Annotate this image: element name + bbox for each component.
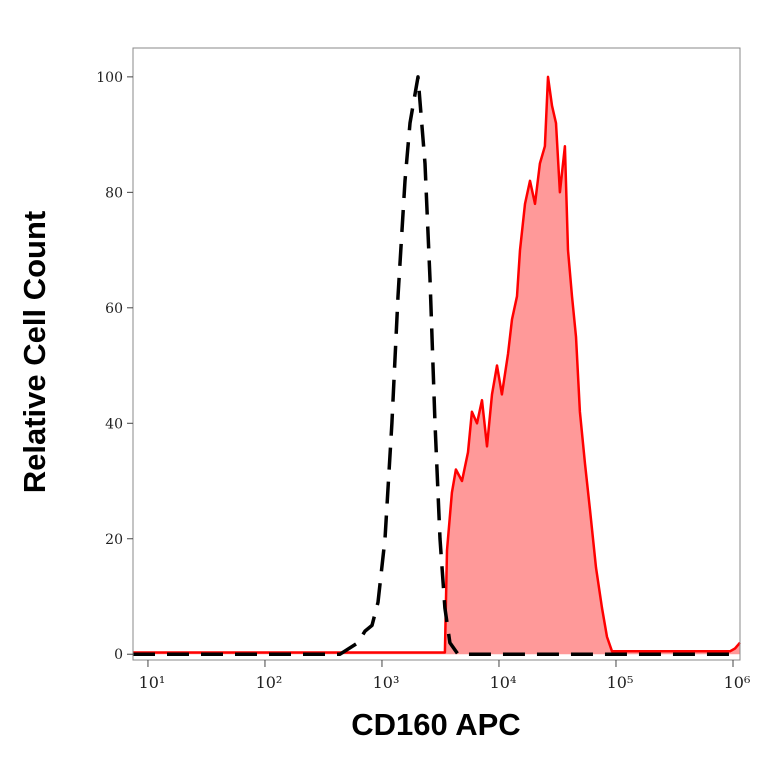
x-tick-label: 10³ xyxy=(373,673,400,692)
y-tick-label: 40 xyxy=(105,416,123,432)
x-tick-label: 10⁶ xyxy=(724,673,751,692)
plot-frame xyxy=(132,47,741,661)
y-tick-label: 80 xyxy=(105,185,123,201)
x-tick-label: 10² xyxy=(256,673,283,692)
x-tick-label: 10¹ xyxy=(139,673,166,692)
y-tick-label: 0 xyxy=(114,647,123,663)
y-axis-title: Relative Cell Count xyxy=(17,211,52,494)
y-tick-label: 100 xyxy=(96,70,123,86)
line xyxy=(133,75,740,656)
x-axis-title: CD160 APC xyxy=(351,707,520,742)
area xyxy=(133,76,740,655)
x-tick-label: 10⁴ xyxy=(490,673,517,692)
line xyxy=(133,75,741,654)
x-tick-label: 10⁵ xyxy=(607,673,634,692)
y-tick-label: 20 xyxy=(105,532,123,548)
y-tick-label: 60 xyxy=(105,301,123,317)
